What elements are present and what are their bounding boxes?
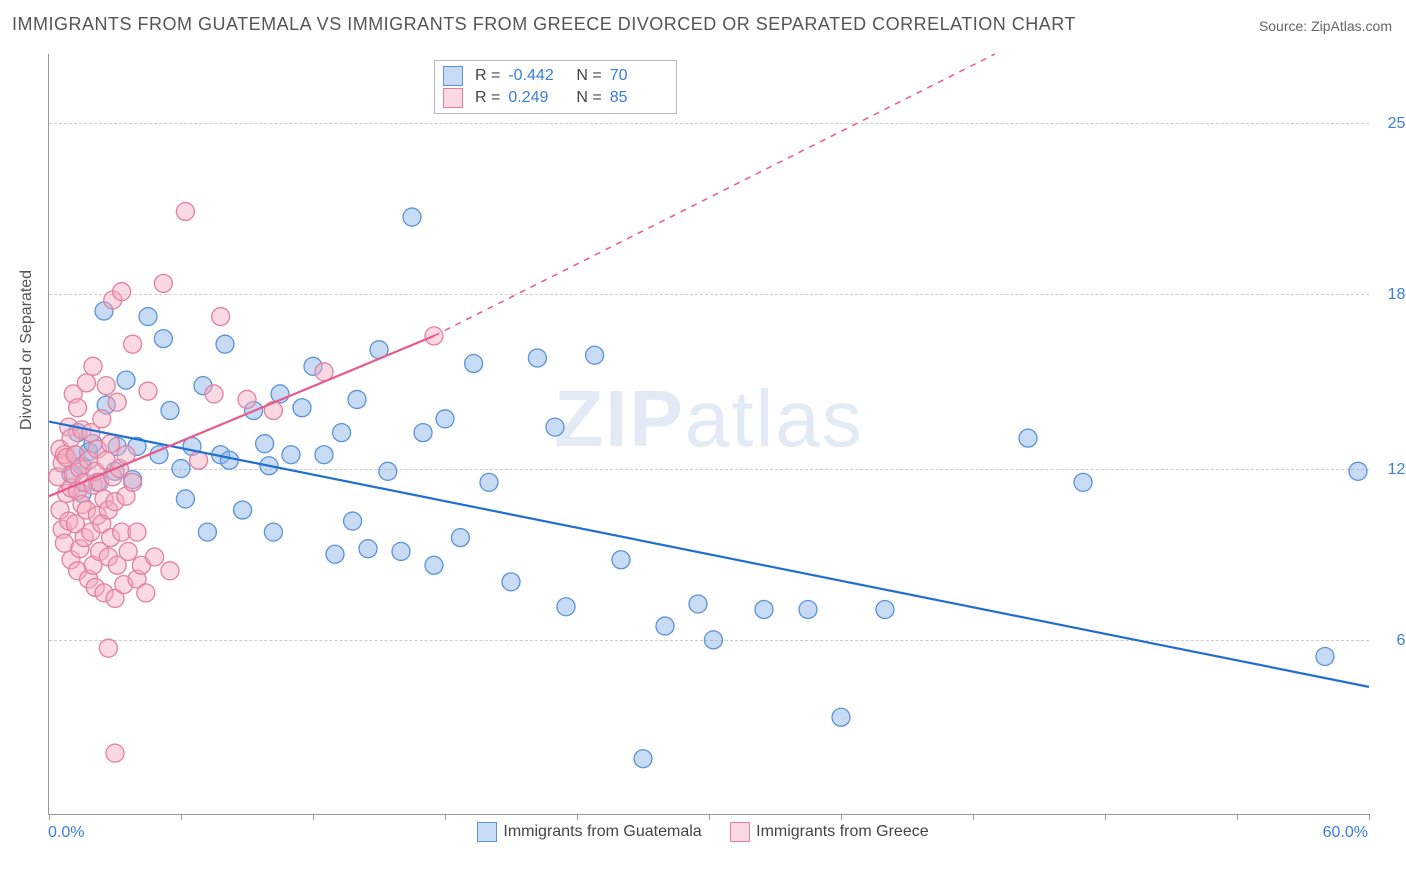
swatch-greece-icon (730, 822, 750, 842)
swatch-guatemala (443, 66, 463, 86)
r-value-greece: 0.249 (508, 87, 564, 109)
legend-row-greece: R = 0.249 N = 85 (443, 87, 666, 109)
legend-label-guatemala: Immigrants from Guatemala (503, 823, 701, 841)
r-value-guatemala: -0.442 (508, 65, 564, 87)
n-value-guatemala: 70 (610, 65, 666, 87)
swatch-guatemala-icon (477, 822, 497, 842)
y-tick-label: 25.0% (1373, 115, 1406, 133)
stats-legend: R = -0.442 N = 70 R = 0.249 N = 85 (434, 60, 677, 114)
source-text: Source: ZipAtlas.com (1259, 18, 1392, 34)
legend-row-guatemala: R = -0.442 N = 70 (443, 65, 666, 87)
y-tick-label: 18.8% (1373, 286, 1406, 304)
swatch-greece (443, 88, 463, 108)
legend-item-greece: Immigrants from Greece (730, 822, 928, 842)
n-value-greece: 85 (610, 87, 666, 109)
scatter-svg (49, 54, 1369, 814)
plot-area: ZIPatlas 6.3%12.5%18.8%25.0% R = -0.442 … (48, 54, 1369, 815)
series-legend: Immigrants from Guatemala Immigrants fro… (0, 822, 1406, 847)
y-axis-label: Divorced or Separated (18, 270, 36, 430)
y-tick-label: 12.5% (1373, 461, 1406, 479)
y-tick-label: 6.3% (1373, 632, 1406, 650)
legend-item-guatemala: Immigrants from Guatemala (477, 822, 701, 842)
legend-label-greece: Immigrants from Greece (756, 823, 928, 841)
chart-title: IMMIGRANTS FROM GUATEMALA VS IMMIGRANTS … (12, 14, 1076, 35)
